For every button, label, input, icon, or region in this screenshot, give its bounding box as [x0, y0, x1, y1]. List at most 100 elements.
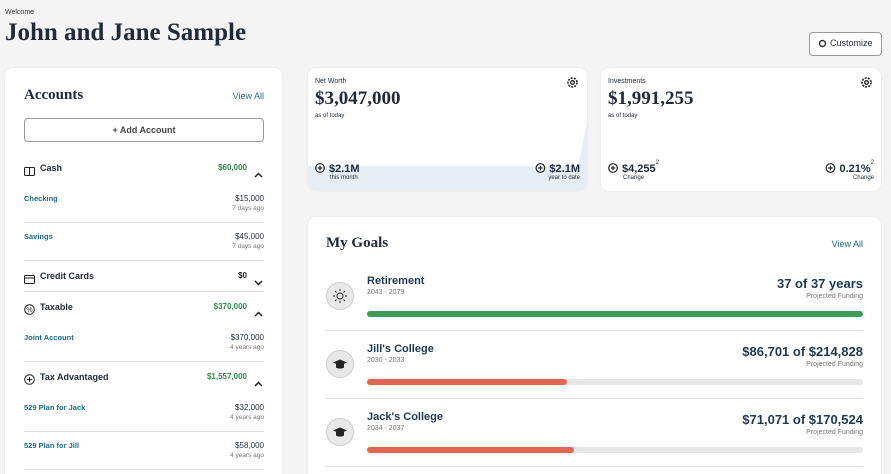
- stat-note: 2: [870, 160, 874, 166]
- card-label: Net Worth: [315, 78, 347, 85]
- stat-label: this month: [330, 175, 358, 181]
- add-account-text: Add Account: [119, 125, 176, 135]
- accounts-view-all[interactable]: View All: [232, 91, 264, 101]
- account-updated: 4 years ago: [230, 344, 264, 351]
- goal-funding: $86,701 of $214,828: [742, 344, 863, 359]
- group-chevron: [254, 273, 263, 291]
- group-icon: [24, 271, 35, 289]
- account-updated: 7 days ago: [232, 205, 264, 212]
- card-as-of: as of today: [608, 113, 638, 119]
- divider: [24, 469, 264, 470]
- goal-funding-label: Projected Funding: [806, 361, 863, 368]
- goal-funding-label: Projected Funding: [806, 293, 863, 300]
- group-name: Credit Cards: [40, 271, 95, 281]
- goal-funding: $71,071 of $170,524: [742, 412, 863, 427]
- stat-value: $2.1M: [329, 163, 360, 175]
- stat: $2.1M this month: [315, 160, 360, 181]
- account-updated: 4 years ago: [230, 452, 264, 459]
- goal-progress: [367, 311, 863, 317]
- account-updated: 4 years ago: [230, 414, 264, 421]
- group-name: Taxable: [40, 302, 73, 312]
- goal-name: Retirement: [367, 275, 425, 287]
- goals-title: My Goals: [326, 235, 389, 251]
- gear-icon: [818, 39, 827, 48]
- group-total: $60,000: [218, 163, 247, 172]
- goal-track: [367, 447, 863, 453]
- plus-icon: +: [112, 125, 120, 135]
- card-gear: [566, 76, 579, 94]
- stat-value: 0.21%: [839, 163, 871, 175]
- goal-icon: [326, 418, 354, 451]
- stat-icon: [825, 160, 836, 178]
- goal-name: Jill's College: [367, 343, 434, 355]
- add-account-label: + Add Account: [25, 125, 263, 135]
- divider: [326, 466, 863, 467]
- account-name: 529 Plan for Jack: [24, 403, 86, 412]
- goal-funding: 37 of 37 years: [776, 276, 863, 291]
- divider: [326, 398, 863, 399]
- goal-icon: [326, 350, 354, 383]
- account-amount: $370,000: [230, 333, 264, 342]
- group-chevron: [254, 165, 263, 183]
- goal-years: 2034 - 2037: [367, 425, 405, 432]
- stat: 0.21%2 Change: [825, 160, 874, 181]
- group-total: $370,000: [213, 302, 247, 311]
- card-value: $3,047,000: [315, 88, 401, 109]
- net-worth-area: [308, 123, 587, 191]
- goal-name: Jack's College: [367, 411, 443, 423]
- account-updated: 7 days ago: [232, 243, 264, 250]
- goal-funding-label: Projected Funding: [806, 429, 863, 436]
- customize-button[interactable]: Customize: [809, 32, 882, 56]
- divider: [24, 222, 264, 223]
- group-icon: [24, 372, 35, 390]
- svg-text:%: %: [26, 307, 32, 314]
- account-amount: $58,000: [235, 441, 264, 450]
- stat-label: Change: [852, 175, 874, 181]
- card-value: $1,991,255: [608, 88, 694, 109]
- account-amount: $15,000: [235, 194, 264, 203]
- card-gear: [860, 76, 873, 94]
- divider: [326, 330, 863, 331]
- stat-label: Change: [623, 175, 645, 181]
- divider: [24, 260, 264, 261]
- stat-label: year to date: [548, 175, 580, 181]
- stat-note: 2: [655, 160, 659, 166]
- divider: [24, 291, 264, 292]
- goal-years: 2043 - 2079: [367, 289, 405, 296]
- welcome: Welcome: [5, 9, 35, 16]
- stat: $2.1M year to date: [535, 160, 580, 181]
- net-worth-card: [308, 68, 587, 191]
- group-name: Cash: [40, 163, 63, 173]
- group-chevron: [254, 304, 263, 322]
- account-amount: $32,000: [235, 403, 264, 412]
- goal-progress: [367, 379, 568, 385]
- group-icon: [24, 163, 35, 181]
- stat-icon: [535, 160, 546, 178]
- accounts-title: Accounts: [24, 87, 84, 103]
- account-name: Checking: [24, 194, 58, 203]
- group-total: $0: [238, 271, 247, 280]
- group-chevron: [254, 374, 263, 392]
- group-name: Tax Advantaged: [40, 372, 109, 382]
- page-title: John and Jane Sample: [5, 19, 247, 46]
- accounts-card: [5, 68, 282, 474]
- goal-years: 2030 - 2033: [367, 357, 405, 364]
- add-account-button[interactable]: + Add Account: [24, 118, 264, 142]
- stat-icon: [608, 160, 618, 178]
- account-name: 529 Plan for Jill: [24, 441, 80, 450]
- goals-card: [308, 217, 881, 474]
- goal-progress: [367, 447, 574, 453]
- card-as-of: as of today: [315, 113, 345, 119]
- stat-value: $2.1M: [549, 163, 580, 175]
- card-label: Investments: [608, 78, 646, 85]
- group-icon: %: [24, 302, 35, 320]
- goal-icon: [326, 282, 354, 315]
- customize-label: Customize: [830, 38, 873, 48]
- account-name: Savings: [24, 232, 53, 241]
- goal-track: [367, 379, 863, 385]
- group-total: $1,557,000: [206, 372, 247, 381]
- divider: [24, 361, 264, 362]
- divider: [24, 431, 264, 432]
- goals-view-all[interactable]: View All: [831, 239, 863, 249]
